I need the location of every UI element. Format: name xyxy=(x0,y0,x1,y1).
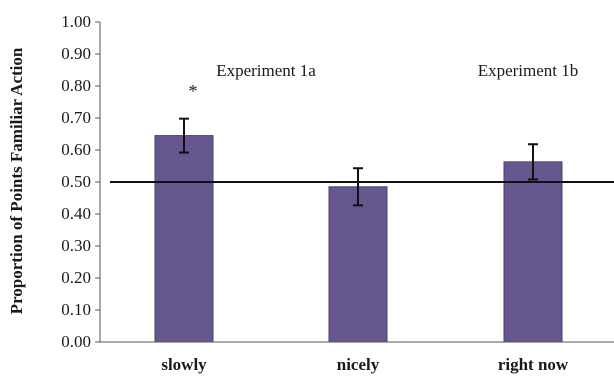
y-tick-label: 0.10 xyxy=(61,300,91,319)
category-label: right now xyxy=(498,355,569,374)
experiment-1b-label: Experiment 1b xyxy=(478,61,579,80)
y-tick-label: 0.90 xyxy=(61,44,91,63)
y-tick-labels: 0.00 0.10 0.20 0.30 0.40 0.50 0.60 0.70 0.80 0.90… xyxy=(61,12,100,351)
y-tick-label: 0.40 xyxy=(61,204,91,223)
category-label: slowly xyxy=(161,355,207,374)
y-tick-label: 0.70 xyxy=(61,108,91,127)
bar xyxy=(154,135,214,343)
y-tick-label: 0.20 xyxy=(61,268,91,287)
bar xyxy=(328,186,388,343)
y-tick-label: 0.30 xyxy=(61,236,91,255)
category-labels: slowly nicely right now xyxy=(161,355,569,374)
bars xyxy=(154,135,563,343)
error-bars xyxy=(179,117,538,207)
significance-marker: * xyxy=(189,81,198,101)
bar xyxy=(503,161,563,343)
category-label: nicely xyxy=(337,355,380,374)
y-axis-label: Proportion of Points Familiar Action xyxy=(7,47,26,314)
y-tick-label: 0.80 xyxy=(61,76,91,95)
y-tick-label: 0.00 xyxy=(61,332,91,351)
y-tick-label: 1.00 xyxy=(61,12,91,31)
experiment-1a-label: Experiment 1a xyxy=(216,61,316,80)
y-tick-label: 0.60 xyxy=(61,140,91,159)
y-tick-label: 0.50 xyxy=(61,172,91,191)
